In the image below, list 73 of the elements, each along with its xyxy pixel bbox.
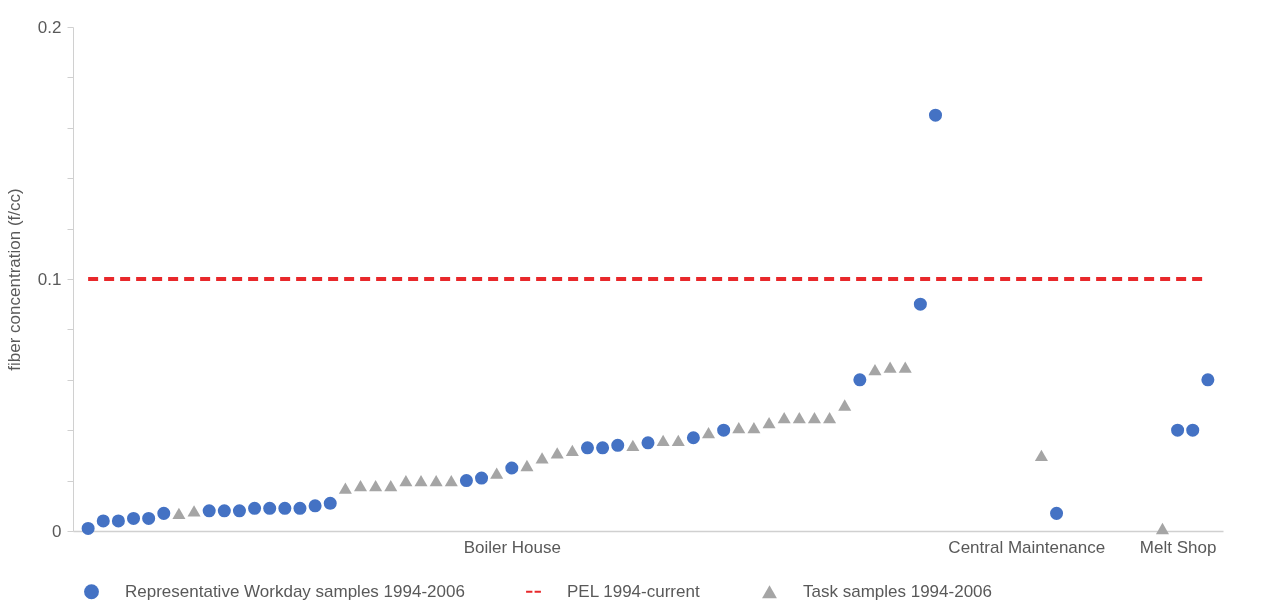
legend-label: Representative Workday samples 1994-2006 (125, 581, 465, 601)
point (641, 436, 655, 450)
point (338, 482, 352, 494)
point (248, 501, 262, 515)
point (596, 441, 610, 455)
point (807, 411, 821, 424)
point (838, 399, 852, 411)
point (157, 506, 171, 520)
legend-label: Task samples 1994-2006 (803, 581, 993, 601)
point (580, 441, 594, 455)
x-tick-label: Boiler House (463, 537, 561, 557)
point (111, 514, 125, 528)
point (1155, 522, 1169, 535)
point (217, 504, 231, 518)
point (353, 479, 368, 492)
point (732, 422, 746, 434)
point (883, 361, 897, 373)
point (399, 474, 413, 487)
point (1171, 423, 1185, 437)
point (444, 474, 458, 487)
legend-label: PEL 1994-current (567, 581, 700, 601)
point (490, 467, 504, 479)
point (384, 479, 398, 492)
point (520, 459, 534, 472)
point (747, 422, 761, 434)
point (96, 514, 110, 528)
x-tick-label: Melt Shop (1139, 537, 1217, 557)
point (293, 501, 307, 515)
point (823, 411, 837, 424)
point (414, 474, 428, 487)
point (913, 297, 927, 311)
point (535, 452, 549, 464)
point (853, 373, 867, 387)
point (550, 447, 564, 459)
point (81, 521, 95, 535)
point (127, 511, 141, 525)
y-tick-label: 0.1 (37, 269, 62, 289)
point (762, 416, 776, 429)
point (172, 507, 186, 520)
point (475, 471, 489, 485)
point (717, 423, 731, 437)
point (1050, 506, 1064, 520)
point (323, 496, 337, 510)
y-tick-label: 0.2 (37, 17, 62, 37)
point (202, 504, 216, 518)
point (702, 427, 716, 439)
point (278, 501, 292, 515)
point (928, 108, 943, 122)
point (1186, 423, 1200, 437)
point (611, 438, 625, 452)
x-tick-label: Central Maintenance (948, 537, 1106, 557)
point (777, 411, 791, 424)
point (868, 364, 882, 376)
y-axis-title: fiber concentration (f/cc) (4, 188, 24, 371)
point (429, 474, 443, 487)
point (142, 511, 156, 525)
point (1034, 449, 1048, 462)
point (505, 461, 519, 475)
point (187, 505, 201, 517)
point (792, 411, 806, 424)
point (459, 474, 473, 488)
point (686, 431, 700, 445)
point (626, 439, 640, 451)
point (898, 361, 912, 373)
point (232, 504, 246, 518)
point (263, 501, 277, 515)
point (656, 434, 670, 446)
point (671, 434, 685, 446)
point (565, 444, 579, 457)
point (308, 499, 322, 513)
point (1201, 373, 1215, 387)
point (369, 479, 383, 492)
y-tick-label: 0 (52, 521, 62, 541)
